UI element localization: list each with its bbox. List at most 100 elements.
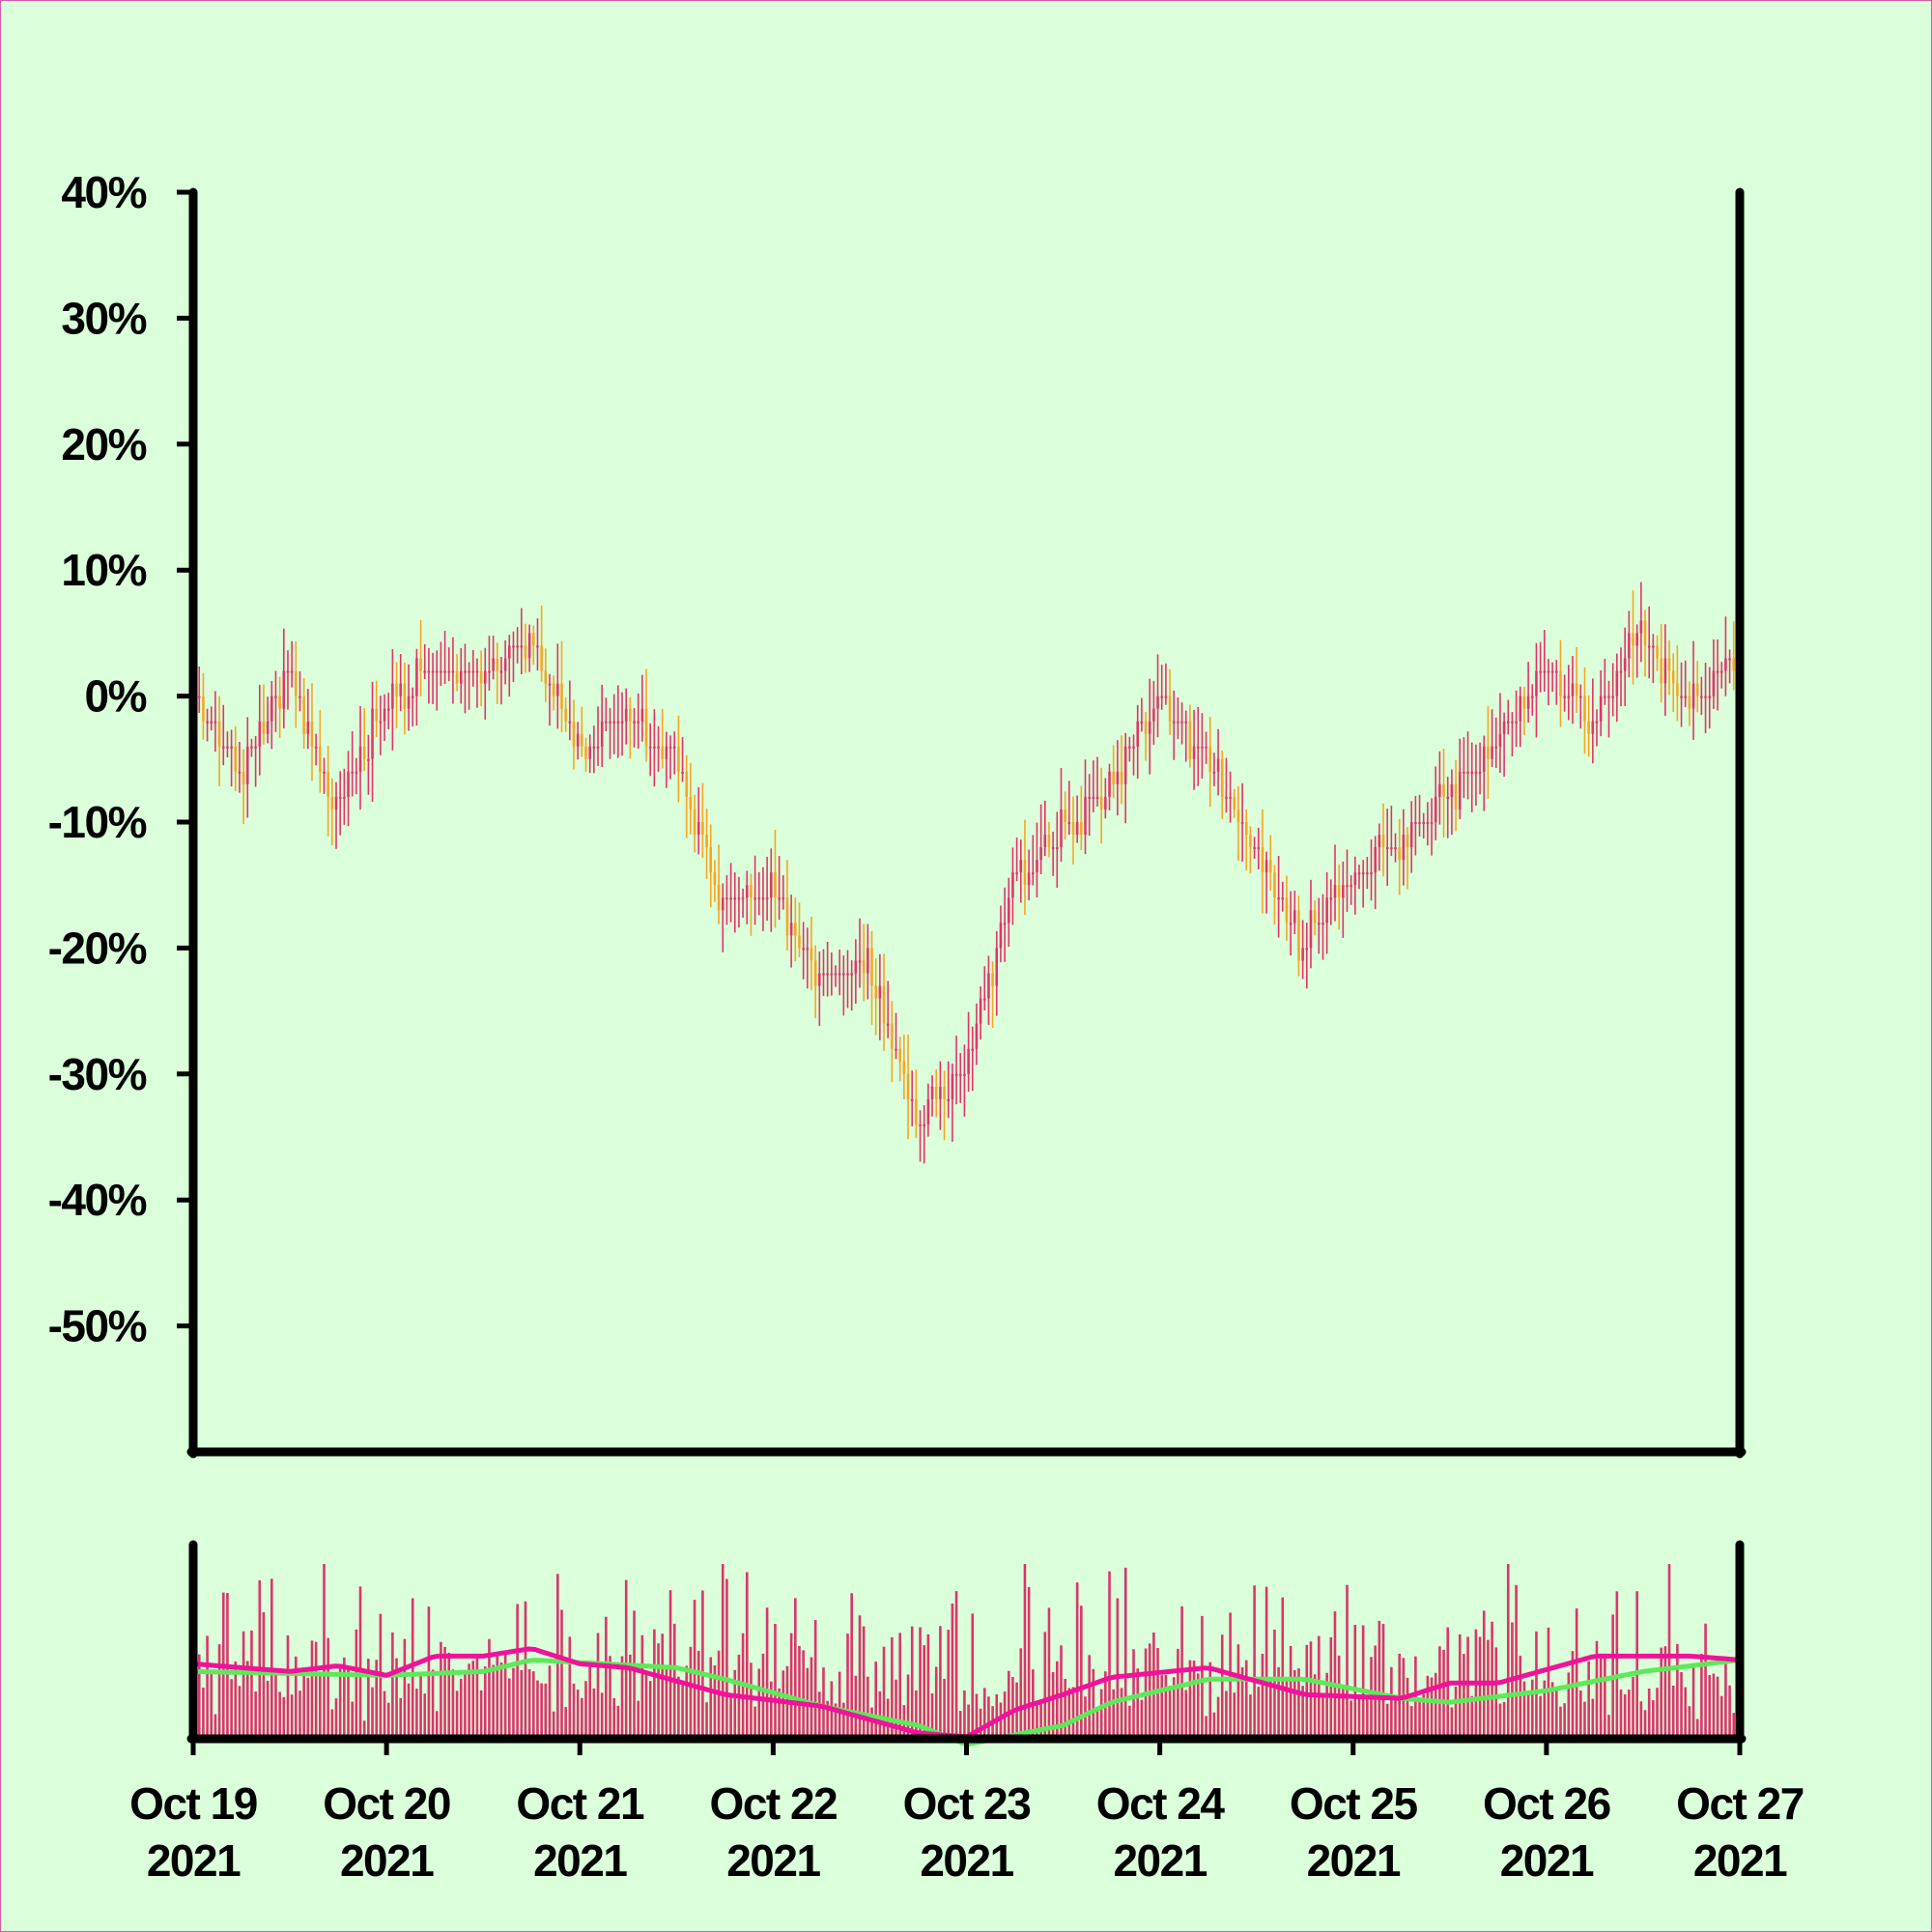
candle-body	[810, 948, 813, 961]
candle-body	[560, 683, 563, 709]
candle-body	[1607, 696, 1610, 698]
candle-body	[1712, 670, 1716, 696]
candle-body	[681, 771, 684, 774]
candle-body	[1652, 645, 1655, 648]
x-tick-year: 2021	[533, 1835, 627, 1886]
candle-body	[1498, 733, 1502, 747]
candle-body	[540, 645, 543, 671]
candle-body	[483, 670, 487, 684]
candle-body	[548, 683, 552, 686]
candle-body	[939, 1086, 942, 1099]
candle-body	[870, 948, 873, 986]
candle-body	[250, 746, 253, 749]
candle-body	[302, 696, 305, 734]
candle-body	[1268, 860, 1272, 873]
candle-body	[1047, 835, 1051, 848]
candle-body	[306, 721, 310, 734]
candle-body	[943, 1086, 946, 1099]
candle-body	[1289, 923, 1293, 925]
candle-body	[1366, 872, 1369, 875]
candle-body	[246, 746, 249, 784]
candle-body	[499, 670, 503, 673]
candle-body	[947, 1098, 951, 1101]
candle-body	[862, 960, 866, 974]
candle-body	[1313, 910, 1317, 923]
x-tick-date: Oct 21	[516, 1778, 644, 1829]
candle-body	[351, 771, 354, 774]
candle-body	[648, 746, 652, 749]
candle-body	[1595, 721, 1599, 724]
candle-body	[919, 1123, 922, 1126]
candle-body	[282, 670, 286, 709]
candle-body	[781, 897, 785, 900]
x-tick-year: 2021	[147, 1835, 241, 1886]
candle-body	[1656, 645, 1659, 659]
y-tick-label: 10%	[61, 545, 146, 595]
candle-body	[1184, 721, 1188, 724]
candle-body	[995, 948, 999, 986]
candle-body	[471, 670, 475, 673]
candle-body	[1297, 910, 1300, 961]
candle-body	[330, 796, 334, 810]
candle-body	[1688, 696, 1691, 709]
candle-body	[596, 746, 600, 749]
candle-body	[206, 721, 209, 724]
candle-body	[967, 1048, 970, 1074]
candle-body	[1426, 822, 1430, 824]
candle-body	[447, 670, 451, 673]
candle-body	[1719, 670, 1723, 673]
candle-body	[1385, 847, 1389, 850]
candle-body	[1361, 872, 1365, 875]
candle-body	[226, 746, 229, 749]
candle-body	[923, 1123, 926, 1126]
candle-body	[1604, 696, 1606, 698]
candle-body	[1599, 696, 1603, 722]
candle-body	[532, 633, 535, 646]
candle-body	[238, 771, 242, 774]
y-tick-label: -30%	[48, 1049, 147, 1099]
candle-body	[830, 973, 834, 976]
candle-body	[278, 696, 281, 709]
candle-body	[503, 658, 507, 671]
candle-body	[371, 708, 374, 759]
candle-body	[1628, 633, 1631, 659]
candle-body	[1381, 835, 1385, 848]
candle-body	[1530, 696, 1534, 698]
candle-body	[464, 670, 467, 673]
candle-body	[696, 822, 700, 836]
candle-body	[934, 1086, 938, 1099]
y-tick-label: -20%	[48, 923, 147, 973]
candle-body	[1378, 835, 1381, 848]
x-tick-date: Oct 22	[710, 1778, 838, 1829]
candle-body	[1220, 758, 1224, 797]
candle-body	[834, 973, 838, 976]
candle-body	[1205, 746, 1208, 749]
candle-body	[383, 708, 386, 722]
candle-body	[1575, 683, 1578, 696]
candle-body	[629, 708, 632, 722]
candle-body	[1216, 758, 1220, 772]
candle-body	[685, 771, 689, 797]
candle-body	[813, 960, 817, 986]
candle-body	[443, 670, 446, 673]
y-tick-label: 30%	[61, 293, 146, 343]
candle-body	[1196, 746, 1200, 749]
candle-body	[600, 721, 604, 747]
candle-body	[1172, 721, 1176, 724]
candle-body	[1474, 771, 1478, 774]
candle-body	[568, 721, 572, 724]
candle-body	[1056, 847, 1059, 850]
candle-body	[343, 796, 346, 799]
candle-body	[951, 1073, 954, 1099]
candle-body	[1667, 658, 1671, 671]
candle-body	[963, 1073, 966, 1076]
candle-body	[440, 670, 442, 673]
candle-body	[1236, 809, 1240, 822]
candle-body	[1229, 796, 1232, 799]
candle-body	[338, 796, 342, 799]
candle-body	[954, 1073, 958, 1076]
candle-body	[633, 721, 636, 724]
candle-body	[1458, 771, 1462, 810]
candle-body	[520, 645, 524, 648]
